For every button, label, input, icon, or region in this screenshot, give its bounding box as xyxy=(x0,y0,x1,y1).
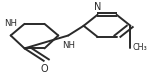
Text: NH: NH xyxy=(63,41,75,50)
Text: CH₃: CH₃ xyxy=(133,43,148,52)
Text: N: N xyxy=(94,2,101,12)
Text: NH: NH xyxy=(5,19,18,28)
Text: O: O xyxy=(41,64,48,74)
